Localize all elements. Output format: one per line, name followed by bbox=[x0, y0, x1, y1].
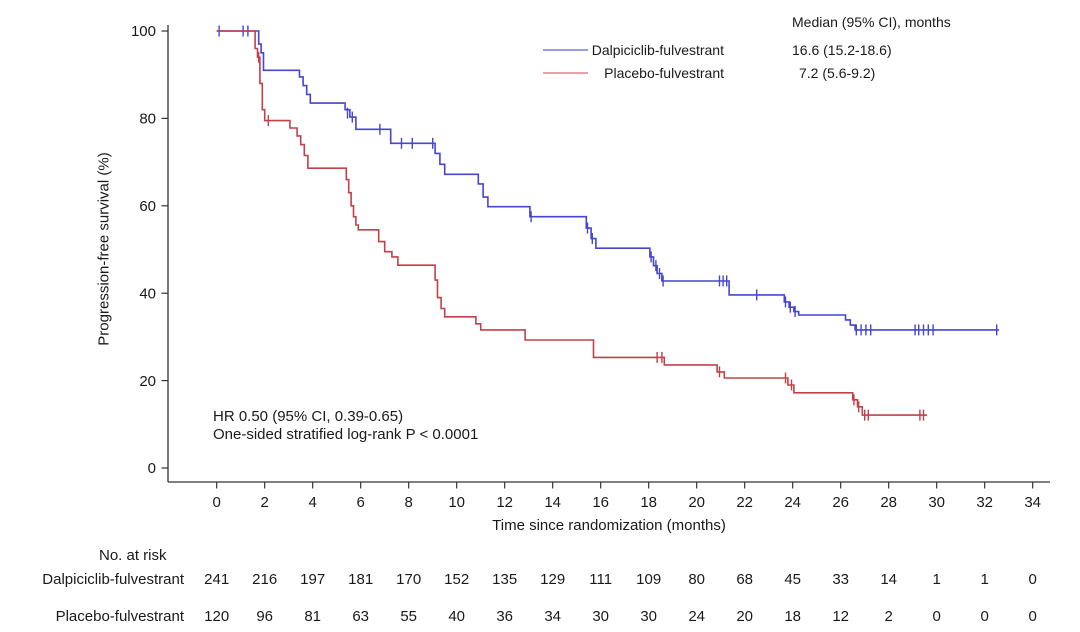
risk-count: 120 bbox=[204, 608, 230, 625]
legend-median-placebo: 7.2 (5.6-9.2) bbox=[799, 65, 876, 81]
y-tick-label: 100 bbox=[131, 23, 156, 40]
km-curve-placebo-fulvestrant bbox=[216, 30, 928, 416]
x-tick-label: 22 bbox=[736, 494, 753, 511]
x-tick-label: 28 bbox=[880, 494, 897, 511]
y-axis-title: Progression-free survival (%) bbox=[95, 152, 113, 346]
x-tick-label: 14 bbox=[544, 494, 561, 511]
y-tick-label: 80 bbox=[139, 111, 156, 128]
x-tick-label: 34 bbox=[1024, 494, 1041, 511]
y-tick-label: 40 bbox=[139, 285, 156, 302]
risk-count: 129 bbox=[540, 571, 566, 588]
risk-count: 12 bbox=[832, 608, 850, 625]
x-tick-label: 26 bbox=[832, 494, 849, 511]
risk-count: 34 bbox=[544, 608, 562, 625]
risk-count: 30 bbox=[640, 608, 658, 625]
risk-count: 1 bbox=[932, 571, 941, 588]
risk-count: 135 bbox=[492, 571, 518, 588]
risk-count: 45 bbox=[784, 571, 802, 588]
risk-count: 18 bbox=[784, 608, 802, 625]
legend-label-dalpiciclib: Dalpiciclib-fulvestrant bbox=[591, 42, 724, 58]
x-tick-label: 4 bbox=[309, 494, 317, 511]
risk-count: 0 bbox=[932, 608, 941, 625]
risk-row-counts-dalpiciclib: 241 216 197 181 170 152 135 129 111 109 80 68 45 33 14… bbox=[0, 571, 1080, 589]
y-tick-label: 60 bbox=[139, 198, 156, 215]
risk-count: 81 bbox=[304, 608, 322, 625]
risk-count: 170 bbox=[396, 571, 422, 588]
risk-count: 152 bbox=[444, 571, 470, 588]
x-tick-label: 16 bbox=[592, 494, 609, 511]
x-tick-label: 20 bbox=[688, 494, 705, 511]
risk-count: 20 bbox=[736, 608, 754, 625]
legend-swatch-dalpiciclib bbox=[543, 48, 588, 51]
risk-count: 24 bbox=[688, 608, 706, 625]
risk-count: 30 bbox=[592, 608, 610, 625]
risk-count: 1 bbox=[980, 571, 989, 588]
risk-count: 216 bbox=[252, 571, 278, 588]
risk-row-label-placebo: Placebo-fulvestrant bbox=[55, 608, 184, 625]
x-tick-label: 6 bbox=[357, 494, 365, 511]
legend-label-placebo: Placebo-fulvestrant bbox=[604, 65, 724, 81]
risk-count: 2 bbox=[884, 608, 893, 625]
risk-count: 0 bbox=[1028, 571, 1037, 588]
x-tick-label: 0 bbox=[213, 494, 221, 511]
x-tick-label: 10 bbox=[448, 494, 465, 511]
risk-count: 55 bbox=[400, 608, 418, 625]
risk-count: 197 bbox=[300, 571, 326, 588]
risk-count: 241 bbox=[204, 571, 230, 588]
risk-row-counts-placebo: 120 96 81 63 55 40 36 34 30 30 24 20 18 12 2 0 0 0 bbox=[0, 608, 1080, 626]
x-tick-label: 18 bbox=[640, 494, 657, 511]
risk-row-label-dalpiciclib: Dalpiciclib-fulvestrant bbox=[42, 571, 184, 588]
risk-table-header: No. at risk bbox=[99, 547, 167, 564]
x-tick-label: 30 bbox=[928, 494, 945, 511]
legend-median-dalpiciclib: 16.6 (15.2-18.6) bbox=[792, 42, 892, 58]
y-tick-label: 0 bbox=[148, 460, 156, 477]
risk-count: 33 bbox=[832, 571, 850, 588]
risk-count: 109 bbox=[636, 571, 662, 588]
risk-count: 181 bbox=[348, 571, 374, 588]
hr-annotation: HR 0.50 (95% CI, 0.39-0.65) bbox=[213, 408, 404, 425]
risk-count: 63 bbox=[352, 608, 370, 625]
axis-lines bbox=[167, 25, 1050, 483]
x-tick-label: 24 bbox=[784, 494, 801, 511]
legend-swatch-placebo bbox=[543, 71, 588, 74]
risk-count: 36 bbox=[496, 608, 514, 625]
risk-count: 96 bbox=[256, 608, 274, 625]
risk-count: 0 bbox=[980, 608, 989, 625]
risk-count: 80 bbox=[688, 571, 706, 588]
y-tick-label: 20 bbox=[139, 373, 156, 390]
x-tick-label: 12 bbox=[496, 494, 513, 511]
legend-median-header: Median (95% CI), months bbox=[792, 14, 951, 30]
risk-count: 111 bbox=[589, 571, 613, 588]
risk-count: 40 bbox=[448, 608, 466, 625]
pvalue-annotation: One-sided stratified log-rank P < 0.0001 bbox=[213, 426, 479, 443]
km-curve-dalpiciclib-fulvestrant bbox=[216, 30, 1000, 331]
risk-count: 68 bbox=[736, 571, 754, 588]
risk-count: 0 bbox=[1028, 608, 1037, 625]
x-tick-label: 8 bbox=[405, 494, 413, 511]
risk-count: 14 bbox=[880, 571, 898, 588]
x-tick-label: 32 bbox=[976, 494, 993, 511]
x-tick-label: 2 bbox=[261, 494, 269, 511]
x-axis-title: Time since randomization (months) bbox=[492, 517, 726, 534]
